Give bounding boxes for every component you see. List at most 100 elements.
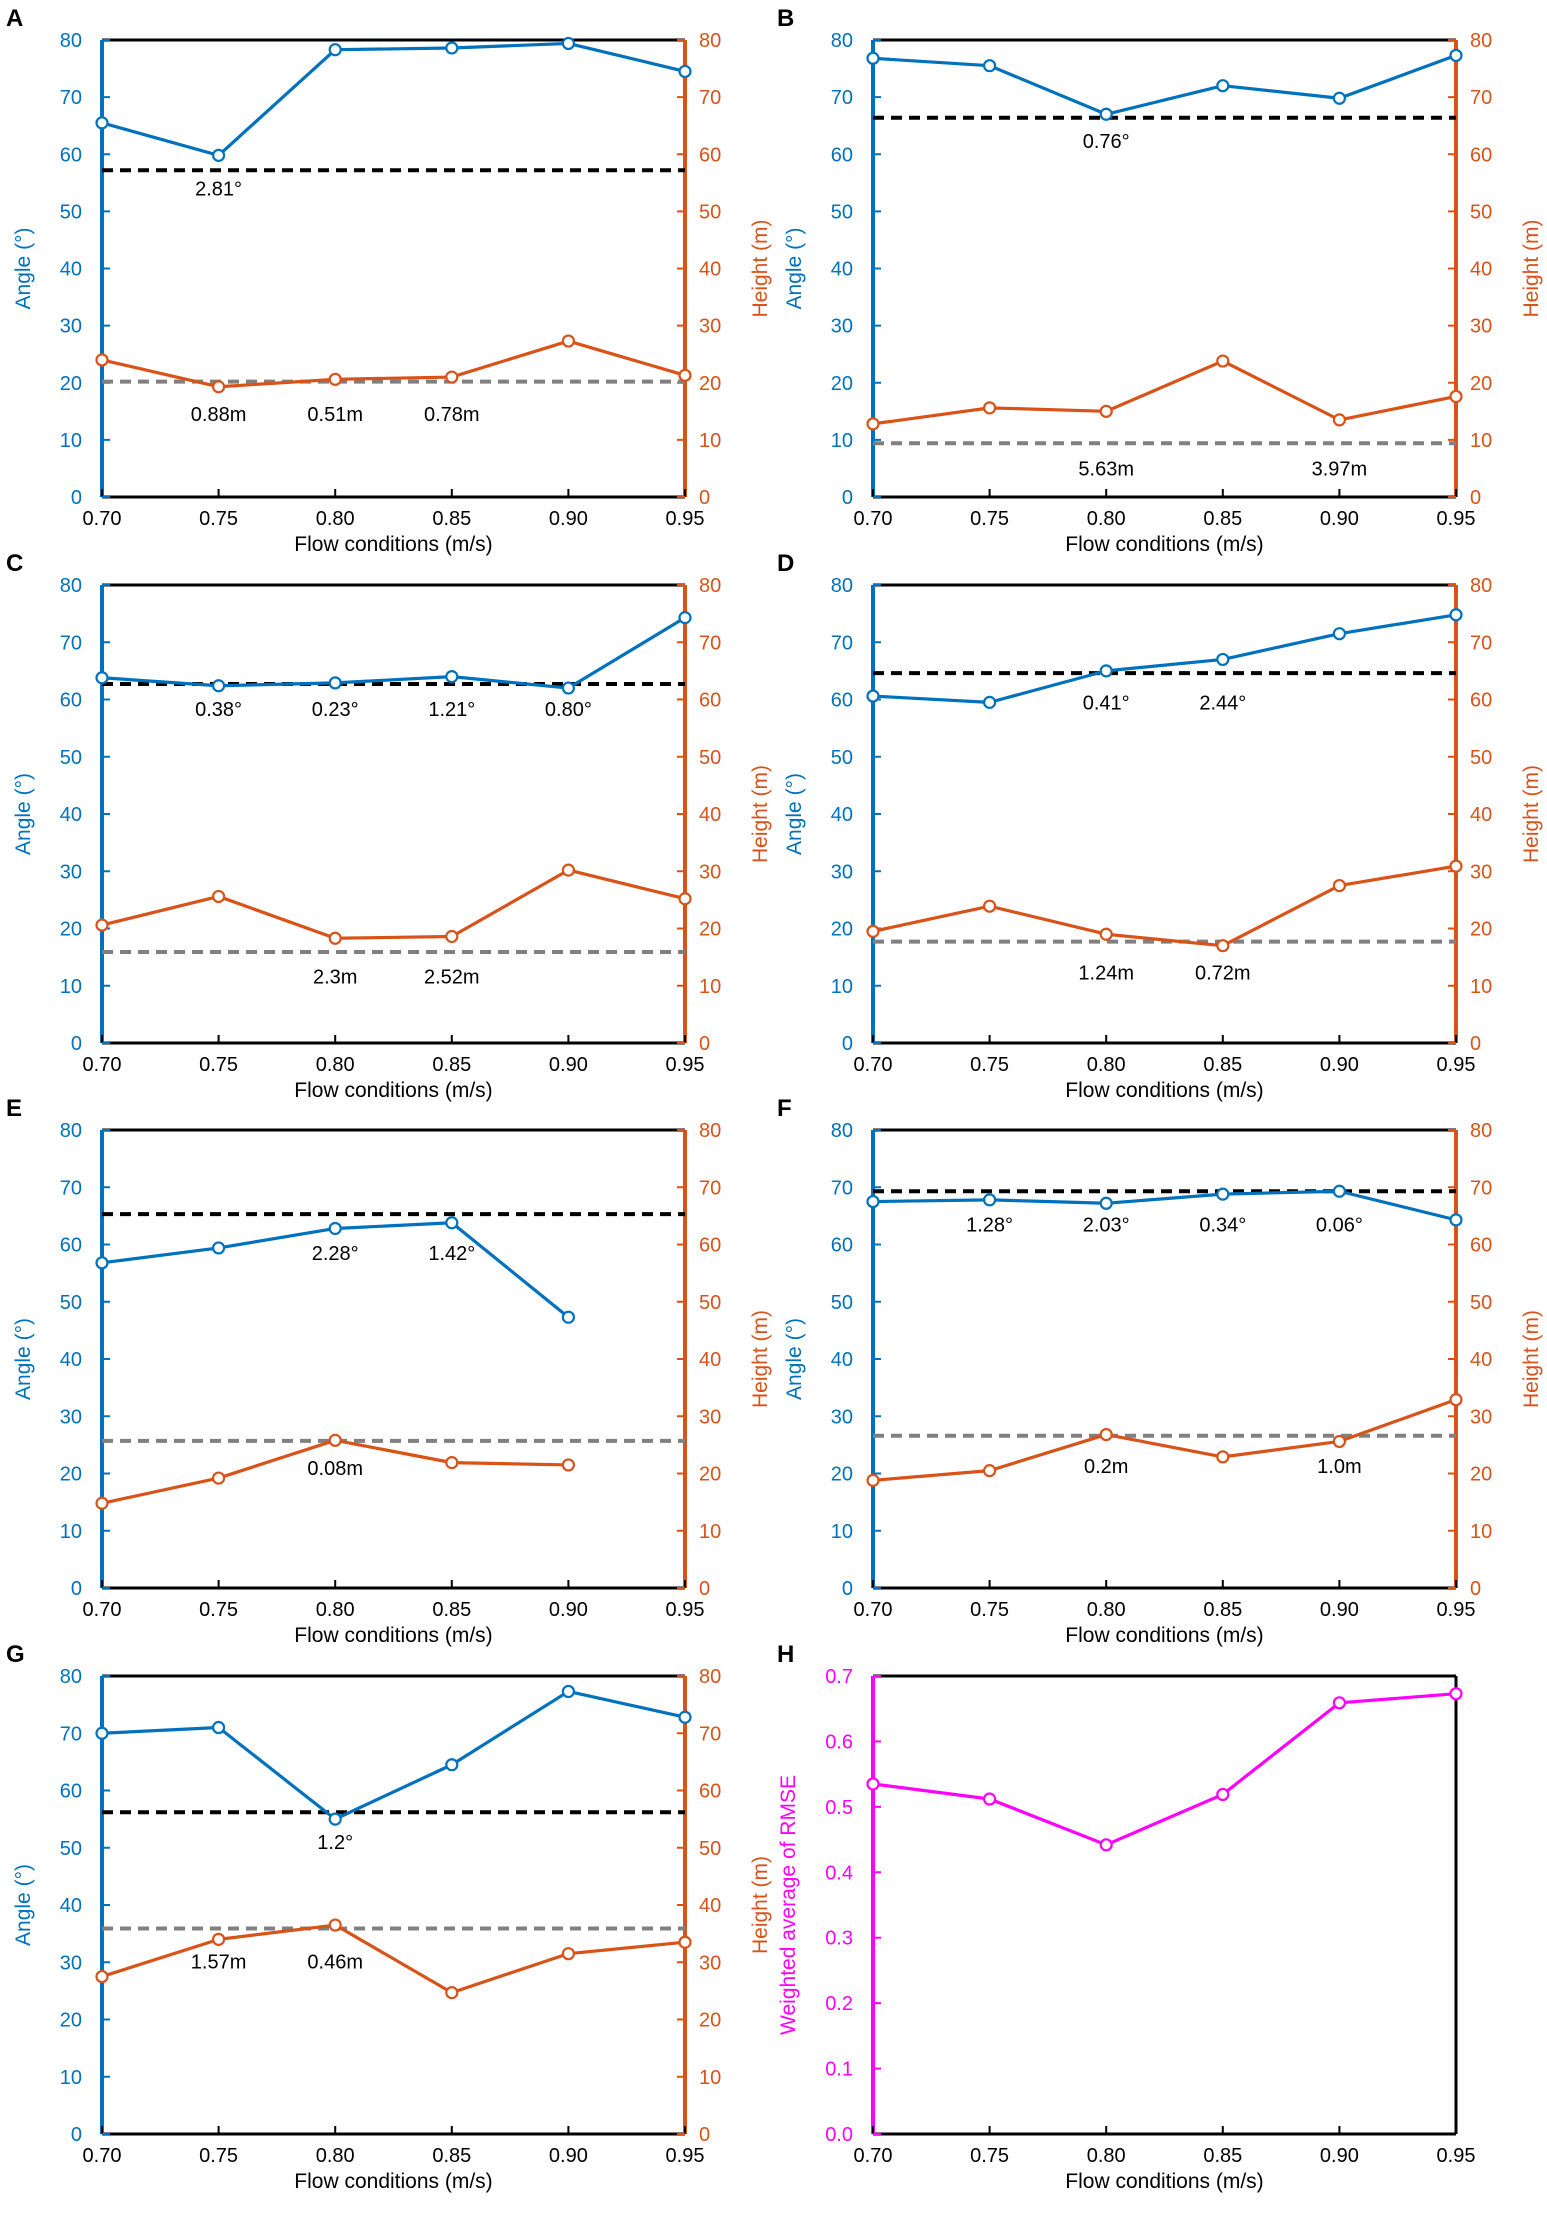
right-y-tick-label: 20 [1470,373,1492,395]
angle-point [1332,627,1347,641]
left-y-tick-label: 10 [60,2067,82,2089]
height-point [1216,354,1230,368]
left-y-tick-label: 50 [60,747,82,769]
x-tick-label: 0.80 [316,1599,355,1621]
left-y-tick-label: 10 [60,1521,82,1543]
angle-point [866,1194,880,1209]
angle-point [561,681,576,695]
x-tick-label: 0.95 [1437,2145,1476,2167]
left-y-tick-label: 50 [60,1838,82,1860]
left-y-tick-label: 40 [60,259,82,281]
annotation-label: 0.06° [1316,1214,1363,1236]
right-y-tick-label: 50 [699,1292,721,1314]
right-y-tick-label: 70 [1470,1177,1492,1199]
height-point [1332,1434,1347,1449]
left-y-tick-label: 0 [71,487,82,509]
angle-point [982,695,997,709]
right-y-tick-label: 50 [1470,747,1492,769]
x-tick-label: 0.90 [549,508,588,530]
left-y-axis-title: Angle (°) [12,228,35,310]
right-y-tick-label: 80 [699,1666,721,1688]
right-y-tick-label: 50 [699,747,721,769]
weighted-average-of-rmse-series-line [872,1692,1457,1847]
left-y-tick-label: 70 [60,1723,82,1745]
right-y-tick-label: 60 [699,690,721,712]
height-series-line [872,1398,1457,1482]
x-tick-label: 0.75 [199,508,238,530]
x-tick-label: 0.90 [1320,508,1359,530]
x-tick-label: 0.85 [432,508,471,530]
angle-point [866,689,880,703]
right-y-tick-label: 80 [699,30,721,52]
x-axis-title: Flow conditions (m/s) [1065,2170,1263,2193]
annotation-label: 1.0m [1317,1456,1361,1478]
annotation-label: 1.21° [428,699,475,721]
right-y-tick-label: 50 [699,1838,721,1860]
left-y-tick-label: 80 [60,1120,82,1142]
left-y-axis-title: Angle (°) [783,773,806,855]
left-y-tick-label: 0 [842,487,853,509]
angle-series-line [101,1221,570,1319]
annotation-label: 0.80° [545,699,592,721]
annotation-label: 5.63m [1078,458,1134,480]
left-y-tick-label: 20 [60,1464,82,1486]
right-y-tick-label: 0 [699,1578,710,1600]
x-tick-label: 0.75 [199,1599,238,1621]
left-y-tick-label: 20 [831,1464,853,1486]
height-point [561,1458,576,1472]
height-point [866,924,880,938]
left-y-tick-label: 80 [831,30,853,52]
angle-point [445,41,459,55]
x-tick-label: 0.70 [854,2145,893,2167]
height-point [1099,927,1113,941]
angle-point [561,1684,576,1699]
x-tick-label: 0.80 [1087,2145,1126,2167]
right-y-tick-label: 70 [699,1177,721,1199]
x-tick-label: 0.95 [1437,508,1476,530]
height-point [561,1947,576,1961]
height-point [212,1471,226,1485]
x-tick-label: 0.95 [666,1054,705,1076]
angle-point [445,669,459,684]
left-y-tick-label: 70 [831,1177,853,1199]
left-y-tick-label: 0 [71,1033,82,1055]
angle-point [445,1216,459,1230]
left-y-tick-label: 30 [831,861,853,883]
left-y-tick-label: 40 [831,259,853,281]
weighted-average-of-rmse-point [982,1792,997,1806]
x-tick-label: 0.85 [432,1599,471,1621]
left-y-tick-label: 70 [831,632,853,654]
angle-point [1449,1213,1463,1227]
x-tick-label: 0.95 [666,1599,705,1621]
x-tick-label: 0.75 [970,1599,1009,1621]
x-tick-label: 0.80 [1087,508,1126,530]
right-y-axis-title: Height (m) [1520,765,1543,863]
left-y-tick-label: 30 [831,1406,853,1428]
left-y-axis-title: Angle (°) [783,228,806,310]
right-y-tick-label: 20 [699,919,721,941]
angle-point [561,36,576,51]
height-point [328,1433,342,1447]
annotation-label: 0.2m [1084,1456,1128,1478]
angle-point [1449,48,1463,63]
angle-point [212,679,226,693]
x-axis-title: Flow conditions (m/s) [294,1079,492,1102]
x-tick-label: 0.95 [1437,1054,1476,1076]
height-point [1332,413,1347,427]
right-y-tick-label: 30 [699,1952,721,1974]
left-y-tick-label: 0 [842,1578,853,1600]
right-y-tick-label: 40 [699,804,721,826]
annotation-label: 2.52m [424,967,480,989]
left-y-tick-label: 80 [60,30,82,52]
height-point [1216,1450,1230,1464]
right-y-tick-label: 10 [1470,1521,1492,1543]
right-y-tick-label: 20 [699,373,721,395]
right-y-tick-label: 20 [699,2010,721,2032]
right-y-tick-label: 60 [699,1235,721,1257]
angle-point [678,611,692,625]
x-tick-label: 0.75 [199,1054,238,1076]
